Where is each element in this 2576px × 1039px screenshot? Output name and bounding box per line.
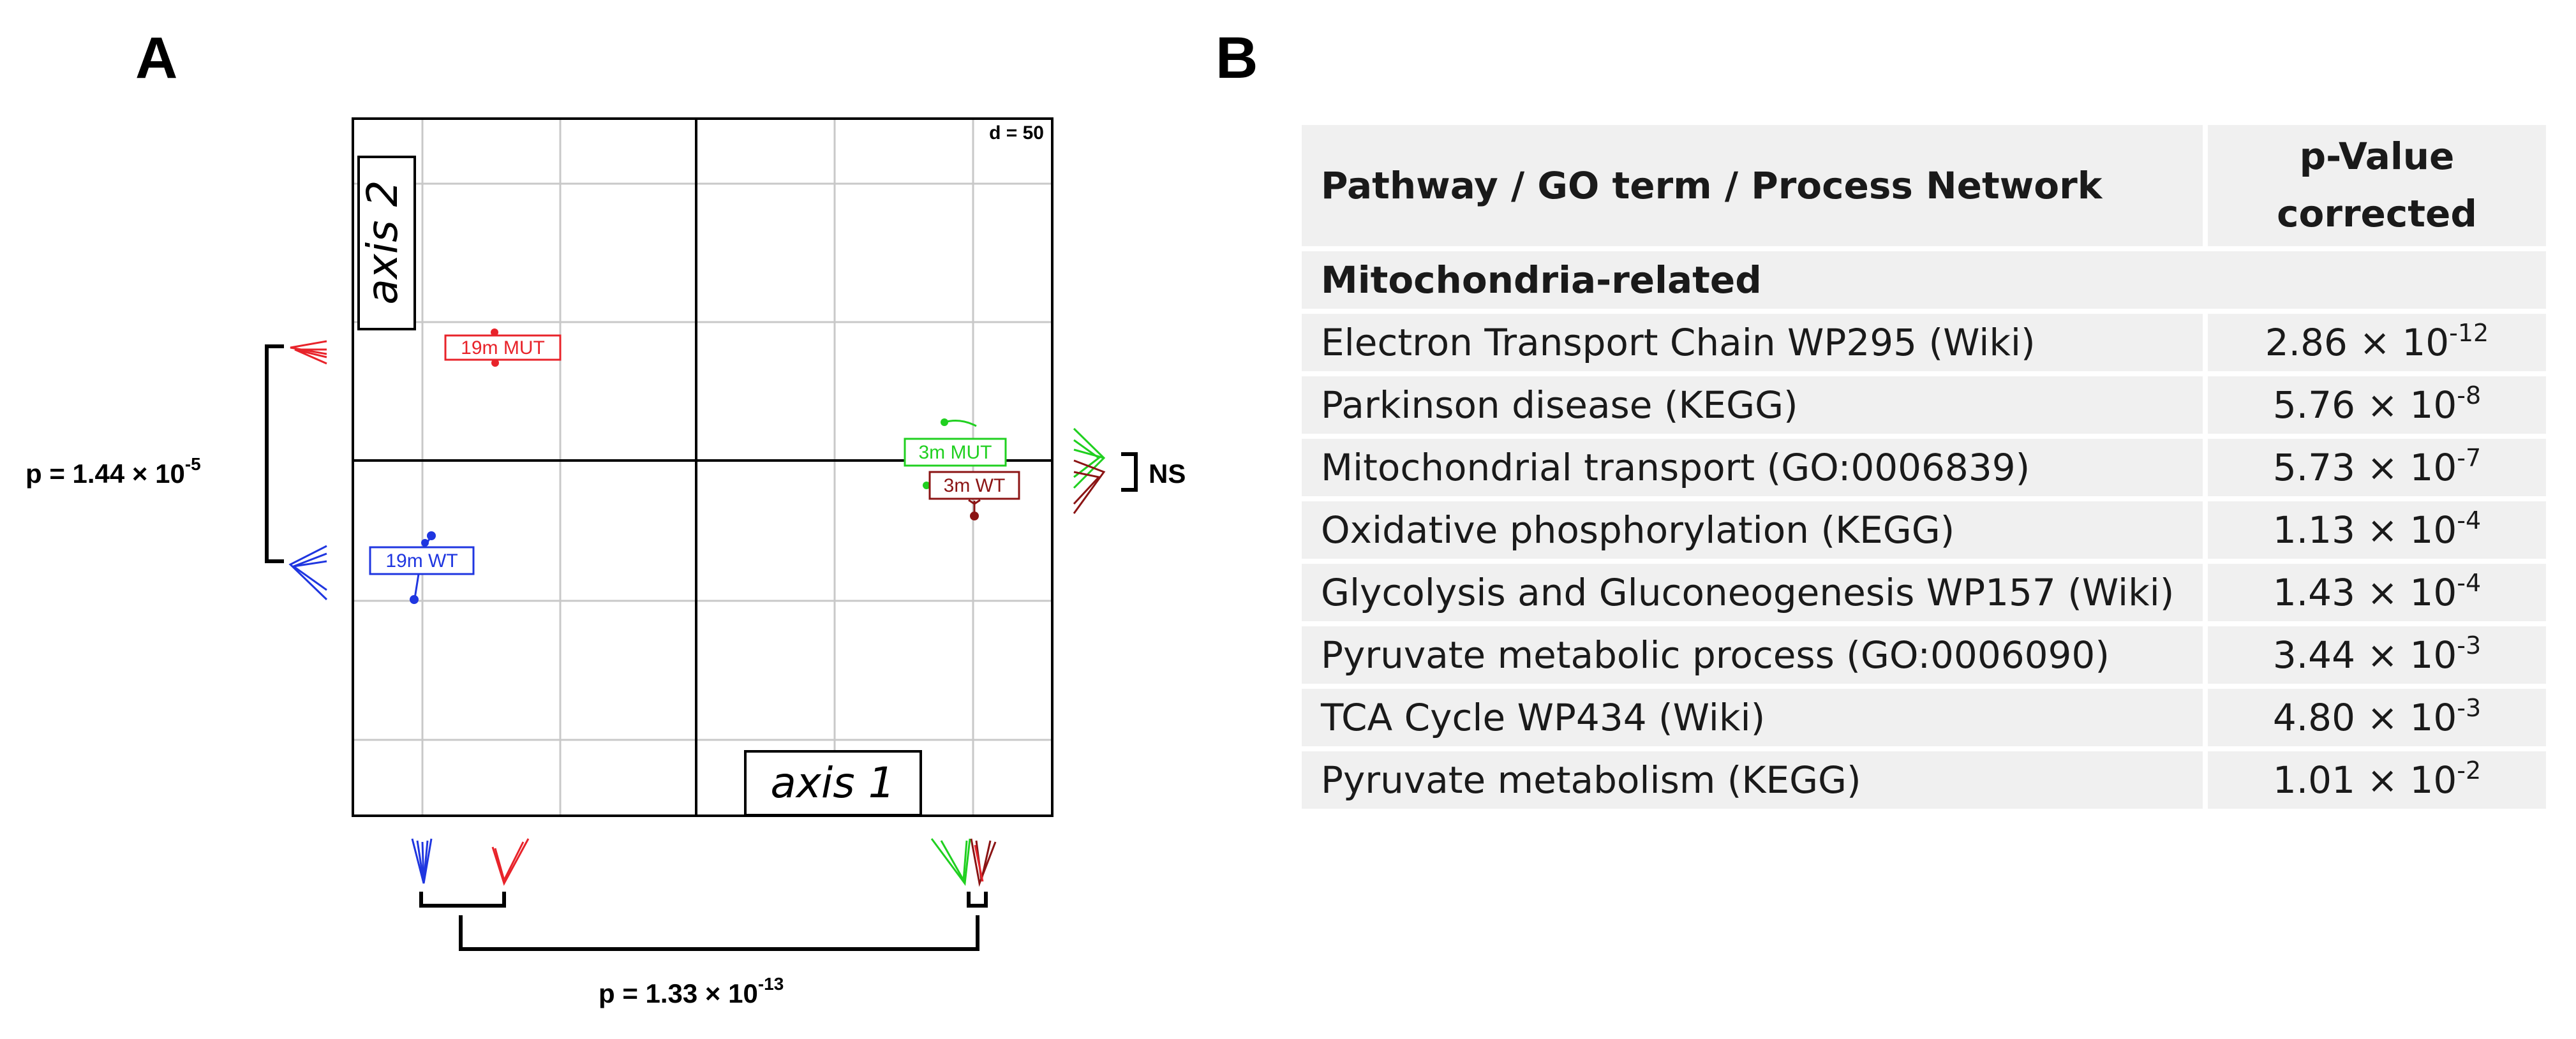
group-3m-wt: 3m WT xyxy=(928,471,1020,520)
p-value-cell: 5.76 × 10-8 xyxy=(2203,376,2546,434)
p-value-exponent: -4 xyxy=(2457,569,2482,597)
p-value-cell: 3.44 × 10-3 xyxy=(2203,626,2546,684)
group-label-3m-wt: 3m WT xyxy=(944,475,1006,496)
table-row: TCA Cycle WP434 (Wiki) 4.80 × 10-3 xyxy=(1302,689,2546,746)
header-pvalue: p-Value corrected xyxy=(2203,125,2546,246)
table-row: Pyruvate metabolic process (GO:0006090) 3… xyxy=(1302,626,2546,684)
pathway-term: Parkinson disease (KEGG) xyxy=(1302,376,2203,434)
table-row: Parkinson disease (KEGG) 5.76 × 10-8 xyxy=(1302,376,2546,434)
p-value-exponent: -2 xyxy=(2457,756,2482,785)
pathway-term: TCA Cycle WP434 (Wiki) xyxy=(1302,689,2203,746)
pathway-table: Pathway / GO term / Process Network p-Va… xyxy=(1302,120,2546,814)
p-value-mantissa: 4.80 × 10 xyxy=(2272,696,2457,739)
p-value-mantissa: 1.01 × 10 xyxy=(2272,758,2457,802)
p-value-exponent: -7 xyxy=(2457,444,2482,472)
bracket-axis1 xyxy=(459,915,979,951)
table-row: Mitochondrial transport (GO:0006839) 5.73… xyxy=(1302,439,2546,496)
ns-label: NS xyxy=(1149,459,1186,489)
panel-b-label: B xyxy=(1216,26,1258,91)
p-value-cell: 4.80 × 10-3 xyxy=(2203,689,2546,746)
p-value-mantissa: 5.76 × 10 xyxy=(2272,383,2457,427)
category-label: Mitochondria-related xyxy=(1302,251,2546,309)
p-value-mantissa: 1.43 × 10 xyxy=(2272,571,2457,614)
group-label-3m-mut: 3m MUT xyxy=(919,442,992,463)
header-pvalue-line1: p-Value xyxy=(2299,135,2455,179)
pathway-table-panel: Pathway / GO term / Process Network p-Va… xyxy=(1302,125,2546,814)
pathway-term: Pyruvate metabolic process (GO:0006090) xyxy=(1302,626,2203,684)
group-label-19m-wt: 19m WT xyxy=(385,550,458,571)
p-value-cell: 1.13 × 10-4 xyxy=(2203,501,2546,559)
p-value-cell: 1.01 × 10-2 xyxy=(2203,751,2546,809)
p-value-mantissa: 2.86 × 10 xyxy=(2265,321,2450,364)
panel-a-label: A xyxy=(135,26,177,91)
p-value-mantissa: 5.73 × 10 xyxy=(2272,446,2457,489)
table-row: Oxidative phosphorylation (KEGG) 1.13 × 1… xyxy=(1302,501,2546,559)
pathway-term: Pyruvate metabolism (KEGG) xyxy=(1302,751,2203,809)
bracket-ns xyxy=(1121,452,1138,492)
axis2-marginal-distribution xyxy=(288,340,1106,601)
table-header-row: Pathway / GO term / Process Network p-Va… xyxy=(1302,125,2546,246)
axis1-label-box xyxy=(744,750,922,816)
axis2-label: axis 2 xyxy=(358,180,407,304)
group-19m-wt: 19m WT xyxy=(369,531,475,604)
group-19m-mut: 19m MUT xyxy=(444,328,562,367)
pathway-term: Glycolysis and Gluconeogenesis WP157 (Wi… xyxy=(1302,564,2203,621)
plot-grid xyxy=(354,120,1051,814)
axis1-label: axis 1 xyxy=(770,758,895,807)
p-value-axis1: p = 1.33 × 10-13 xyxy=(599,974,784,1008)
p-value-exponent: -8 xyxy=(2457,381,2482,409)
header-pvalue-line2: corrected xyxy=(2277,192,2477,235)
scale-label: d = 50 xyxy=(989,122,1044,144)
group-label-19m-mut: 19m MUT xyxy=(461,337,545,358)
bracket-axis1-small xyxy=(419,892,988,908)
p-value-cell: 5.73 × 10-7 xyxy=(2203,439,2546,496)
pathway-term: Electron Transport Chain WP295 (Wiki) xyxy=(1302,314,2203,371)
plot-frame xyxy=(352,117,1053,817)
bracket-axis2 xyxy=(265,344,284,563)
table-row: Glycolysis and Gluconeogenesis WP157 (Wi… xyxy=(1302,564,2546,621)
ordination-plot: d = 50 axis 2 axis 1 19m MUT xyxy=(352,117,1053,817)
p-value-exponent: -12 xyxy=(2449,319,2489,347)
p-value-exponent: -3 xyxy=(2457,631,2482,660)
axis1-marginal-distribution xyxy=(411,838,997,887)
p-value-cell: 1.43 × 10-4 xyxy=(2203,564,2546,621)
p-value-axis2: p = 1.44 × 10-5 xyxy=(26,454,201,489)
table-row: Pyruvate metabolism (KEGG) 1.01 × 10-2 xyxy=(1302,751,2546,809)
p-value-mantissa: 1.13 × 10 xyxy=(2272,508,2457,552)
p-value-exponent: -4 xyxy=(2457,506,2482,534)
table-row: Electron Transport Chain WP295 (Wiki) 2.8… xyxy=(1302,314,2546,371)
pathway-term: Mitochondrial transport (GO:0006839) xyxy=(1302,439,2203,496)
p-value-exponent: -3 xyxy=(2457,694,2482,722)
category-row: Mitochondria-related xyxy=(1302,251,2546,309)
axis2-label-box xyxy=(357,156,416,330)
header-pathway: Pathway / GO term / Process Network xyxy=(1302,125,2203,246)
pathway-term: Oxidative phosphorylation (KEGG) xyxy=(1302,501,2203,559)
group-3m-mut: 3m MUT xyxy=(904,418,1007,489)
p-value-cell: 2.86 × 10-12 xyxy=(2203,314,2546,371)
p-value-mantissa: 3.44 × 10 xyxy=(2272,633,2457,677)
